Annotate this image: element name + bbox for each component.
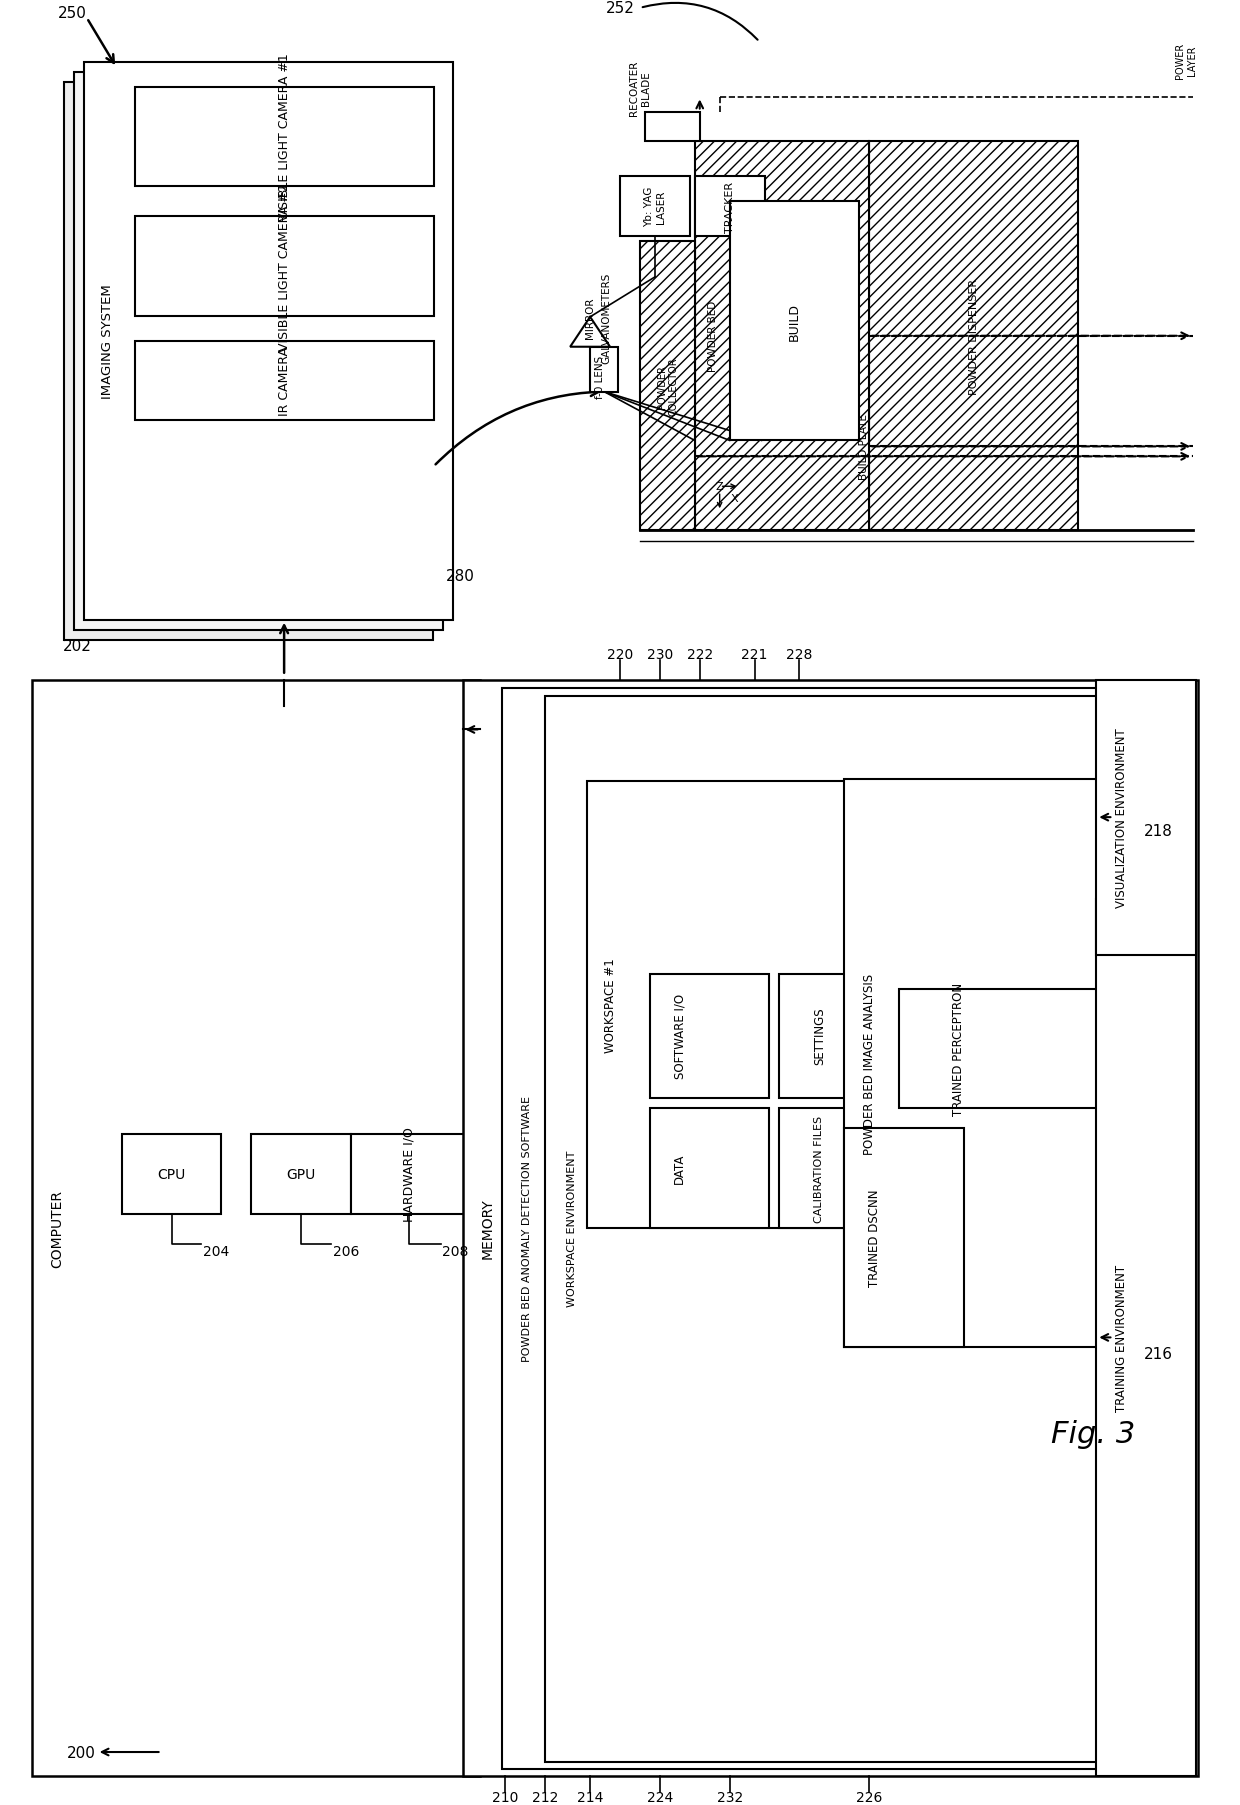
Bar [64,83,433,641]
Bar [1096,899,1197,1776]
Text: 206: 206 [332,1244,360,1258]
Text: f-0 LENS: f-0 LENS [595,356,605,399]
Text: 228: 228 [786,648,812,661]
Bar [122,1135,221,1215]
Text: CALIBRATION FILES: CALIBRATION FILES [815,1115,825,1222]
Text: DATA: DATA [673,1153,686,1184]
Text: HARDWARE I/O: HARDWARE I/O [402,1126,415,1222]
Bar [780,1108,894,1227]
Bar [869,143,1079,531]
Text: 222: 222 [687,648,713,661]
Text: POWER
LAYER: POWER LAYER [1176,42,1197,79]
Bar [252,1135,351,1215]
Text: TRACKER: TRACKER [724,182,734,233]
Text: Fig. 3: Fig. 3 [1052,1419,1136,1448]
Text: POWDER BED IMAGE ANALYSIS: POWDER BED IMAGE ANALYSIS [863,973,875,1153]
Text: RECOATER
BLADE: RECOATER BLADE [629,61,651,116]
Bar [84,63,453,621]
Bar [694,143,869,531]
Bar [899,989,1158,1108]
Bar [32,680,480,1776]
Bar [463,680,1198,1776]
Text: 232: 232 [717,1791,743,1803]
Text: GALVANOMETERS: GALVANOMETERS [601,273,611,363]
Text: VISUALIZATION ENVIRONMENT: VISUALIZATION ENVIRONMENT [1115,727,1128,908]
Text: TRAINING ENVIRONMENT: TRAINING ENVIRONMENT [1115,1264,1128,1412]
Text: WORKSPACE #1: WORKSPACE #1 [604,958,616,1052]
Text: 204: 204 [203,1244,229,1258]
Bar [1096,680,1197,955]
Bar [502,688,1193,1769]
Text: 200: 200 [67,1745,97,1760]
Text: COMPUTER: COMPUTER [50,1189,64,1267]
Text: BUILD: BUILD [787,303,801,341]
Bar [135,217,434,316]
Text: X: X [730,495,739,504]
Text: 216: 216 [1143,1347,1173,1361]
Text: BUILD PLATE: BUILD PLATE [859,413,869,480]
Text: IMAGING SYSTEM: IMAGING SYSTEM [102,283,114,399]
Text: 230: 230 [647,648,673,661]
Text: GPU: GPU [286,1168,316,1180]
Text: 280: 280 [446,569,475,585]
Text: TRAINED DSCNN: TRAINED DSCNN [868,1189,880,1287]
Bar [694,177,765,236]
Bar [74,72,443,630]
Text: 210: 210 [492,1791,518,1803]
Text: WORKSPACE ENVIRONMENT: WORKSPACE ENVIRONMENT [567,1150,577,1307]
Text: MIRROR: MIRROR [585,296,595,338]
Bar [844,780,1173,1348]
Text: MEMORY: MEMORY [480,1199,495,1258]
Text: 220: 220 [606,648,634,661]
Text: VISIBLE LIGHT CAMERA #2: VISIBLE LIGHT CAMERA #2 [278,182,290,350]
Bar [587,782,916,1227]
Bar [729,202,859,440]
Text: 218: 218 [1143,823,1173,838]
Text: Yb: YAG
LASER: Yb: YAG LASER [644,188,666,227]
Bar [546,697,1188,1762]
Text: POWDER BED ANOMALY DETECTION SOFTWARE: POWDER BED ANOMALY DETECTION SOFTWARE [522,1096,532,1361]
Text: POWDER BED: POWDER BED [708,301,718,372]
Text: 224: 224 [647,1791,673,1803]
Text: 214: 214 [577,1791,604,1803]
Bar [780,975,894,1099]
Text: VISIBLE LIGHT CAMERA #1: VISIBLE LIGHT CAMERA #1 [278,54,290,222]
Text: Z: Z [715,482,723,493]
Text: 226: 226 [856,1791,883,1803]
Bar [620,177,689,236]
Text: POWDER DISPENSER: POWDER DISPENSER [968,278,978,395]
Text: POWDER
COLLECTOR: POWDER COLLECTOR [657,357,678,415]
Text: 212: 212 [532,1791,558,1803]
Bar [135,88,434,188]
Bar [351,1135,465,1215]
Text: 252: 252 [605,2,635,16]
Bar [650,975,770,1099]
Text: CPU: CPU [157,1168,186,1180]
Text: SOFTWARE I/O: SOFTWARE I/O [673,993,686,1078]
Text: 221: 221 [742,648,768,661]
Text: IR CAMERA: IR CAMERA [278,347,290,415]
Polygon shape [570,318,610,348]
Text: 208: 208 [443,1244,469,1258]
Text: 250: 250 [57,7,87,22]
Text: TRAINED PERCEPTRON: TRAINED PERCEPTRON [952,982,966,1115]
Bar [844,1128,963,1348]
Text: 202: 202 [62,639,92,653]
Text: SETTINGS: SETTINGS [813,1007,826,1065]
Bar [135,341,434,421]
Bar [645,112,699,143]
Bar [640,242,694,531]
Bar [650,1108,770,1227]
Bar [590,348,618,392]
